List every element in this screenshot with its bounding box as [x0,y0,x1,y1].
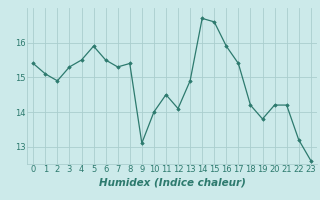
X-axis label: Humidex (Indice chaleur): Humidex (Indice chaleur) [99,177,245,187]
